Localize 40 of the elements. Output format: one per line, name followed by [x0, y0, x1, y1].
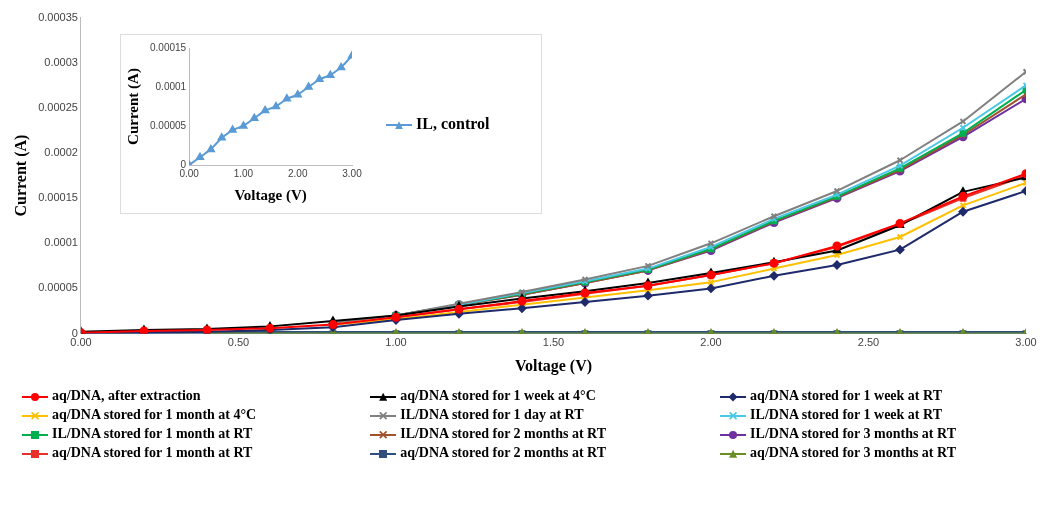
x-tick-label: 3.00: [1015, 336, 1037, 349]
x-tick-label: 2.50: [857, 336, 880, 349]
legend-label: aq/DNA stored for 1 month at 4°C: [52, 407, 257, 422]
x-axis-title: Voltage (V): [234, 186, 307, 204]
y-tick-label: 0.00015: [149, 41, 187, 53]
x-tick-label: 1.50: [542, 336, 565, 349]
y-tick-label: 0.0001: [44, 236, 78, 249]
legend-label: aq/DNA stored for 1 week at 4°C: [400, 388, 596, 403]
y-tick-label: 0: [180, 158, 187, 170]
y-tick-label: 0.00005: [149, 119, 187, 131]
x-axis-title: Voltage (V): [514, 356, 593, 375]
x-tick-label: 2.00: [287, 167, 308, 179]
y-tick-label: 0.0003: [44, 55, 78, 68]
legend-label: aq/DNA stored for 2 months at RT: [400, 445, 607, 460]
legend-label: aq/DNA stored for 1 month at RT: [52, 445, 253, 460]
x-tick-label: 1.00: [385, 336, 407, 349]
x-tick-label: 0.00: [70, 336, 92, 349]
y-tick-label: 0.00015: [38, 191, 78, 204]
legend-label: IL/DNA stored for 3 months at RT: [750, 426, 956, 441]
x-tick-label: 2.00: [700, 336, 722, 349]
legend-label: IL/DNA stored for 2 months at RT: [400, 426, 607, 441]
y-tick-label: 0.00035: [38, 10, 78, 23]
y-tick-label: 0: [71, 326, 78, 339]
x-tick-label: 0.50: [227, 336, 250, 349]
y-axis-title: Current (A): [11, 134, 30, 217]
legend-label: aq/DNA stored for 3 months at RT: [750, 445, 956, 460]
legend-label: aq/DNA, after extraction: [52, 388, 201, 403]
x-tick-label: 1.00: [233, 167, 254, 179]
legend-label: IL/DNA stored for 1 month at RT: [52, 426, 253, 441]
x-tick-label: 3.00: [342, 167, 363, 179]
y-axis-title: Current (A): [124, 68, 142, 145]
legend-label: aq/DNA stored for 1 week at RT: [750, 388, 942, 403]
legend-label: IL/DNA stored for 1 day at RT: [400, 407, 584, 422]
y-tick-label: 0.00005: [38, 281, 78, 294]
x-tick-label: 0.00: [179, 167, 200, 179]
y-tick-label: 0.0001: [155, 80, 187, 92]
legend-label: IL/DNA stored for 1 week at RT: [750, 407, 942, 422]
legend-label: IL, control: [416, 115, 490, 132]
y-tick-label: 0.0002: [44, 146, 78, 159]
y-tick-label: 0.00025: [38, 100, 78, 113]
